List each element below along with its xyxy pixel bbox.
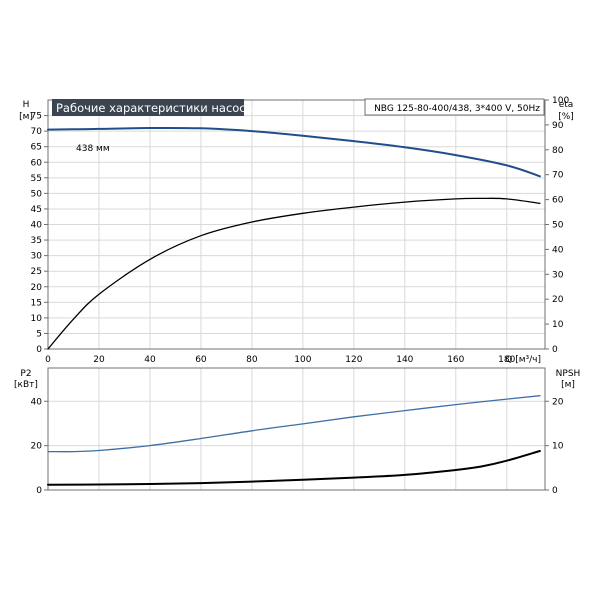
- head-tick-label: 15: [31, 298, 42, 308]
- eta-tick-label: 50: [552, 221, 564, 231]
- pump-model-label: NBG 125-80-400/438, 3*400 V, 50Hz: [374, 104, 540, 114]
- head-tick-label: 25: [31, 267, 42, 277]
- head-curve-line: [47, 126, 541, 178]
- top-gridlines: [47, 100, 545, 350]
- x-tick-label: 180: [498, 355, 515, 365]
- head-axis-unit: [м]: [19, 112, 33, 122]
- head-tick-label: 50: [31, 189, 43, 199]
- efficiency-curve-line: [47, 197, 541, 350]
- head-tick-label: 60: [31, 158, 43, 168]
- eta-tick-label: 90: [552, 121, 564, 131]
- npsh-axis-unit: [м]: [561, 380, 575, 390]
- eta-tick-label: 60: [552, 196, 564, 206]
- x-tick-label: 60: [195, 355, 207, 365]
- eta-tick-label: 0: [552, 345, 558, 355]
- head-tick-label: 65: [31, 143, 42, 153]
- eta-axis-label: eta: [559, 100, 574, 110]
- head-tick-label: 5: [36, 329, 42, 339]
- eta-tick-label: 80: [552, 146, 564, 156]
- bottom-plot-frame: [47, 367, 546, 491]
- head-tick-label: 70: [31, 127, 43, 137]
- power-axis-label: P2: [20, 369, 31, 379]
- pump-model-box: [364, 98, 545, 116]
- x-tick-label: 160: [447, 355, 464, 365]
- eta-tick-label: 30: [552, 270, 564, 280]
- head-tick-label: 75: [31, 112, 42, 122]
- x-tick-label: 140: [396, 355, 413, 365]
- npsh-tick-label: 0: [552, 486, 558, 496]
- power-tick-label: 20: [31, 442, 43, 452]
- x-tick-label: 40: [144, 355, 156, 365]
- head-tick-label: 20: [31, 283, 43, 293]
- eta-axis-unit: [%]: [558, 112, 574, 122]
- eta-tick-label: 100: [552, 96, 569, 106]
- head-tick-label: 35: [31, 236, 42, 246]
- eta-tick-label: 70: [552, 171, 564, 181]
- head-tick-label: 40: [31, 221, 43, 231]
- power-axis-unit: [кВт]: [14, 380, 38, 390]
- eta-tick-label: 40: [552, 245, 564, 255]
- head-tick-label: 55: [31, 174, 42, 184]
- npsh-tick-label: 20: [552, 397, 564, 407]
- head-axis-label: H: [23, 100, 30, 110]
- x-tick-label: 0: [45, 355, 51, 365]
- head-tick-label: 45: [31, 205, 42, 215]
- x-tick-label: 20: [93, 355, 105, 365]
- x-axis-label: Q [м³/ч]: [505, 355, 541, 365]
- impeller-diameter-annotation: 438 мм: [76, 144, 110, 154]
- x-tick-label: 120: [345, 355, 362, 365]
- npsh-tick-label: 10: [552, 442, 564, 452]
- chart-title-box: [52, 99, 244, 116]
- power-tick-label: 0: [36, 486, 42, 496]
- chart-title: Рабочие характеристики насоса: [56, 101, 253, 115]
- npsh-axis-label: NPSH: [556, 369, 581, 379]
- head-tick-label: 30: [31, 252, 43, 262]
- power-tick-label: 40: [31, 397, 43, 407]
- power-curve-line: [47, 395, 541, 453]
- series-lines: [47, 126, 541, 486]
- npsh-curve-line: [47, 450, 541, 486]
- x-tick-label: 100: [294, 355, 311, 365]
- eta-tick-label: 10: [552, 320, 564, 330]
- tick-labels: 0 20 40 60 80 100 120 140 160 1800510152025303540…: [31, 96, 570, 496]
- eta-tick-label: 20: [552, 295, 564, 305]
- head-tick-label: 10: [31, 314, 43, 324]
- head-tick-label: 0: [36, 345, 42, 355]
- x-tick-label: 80: [246, 355, 258, 365]
